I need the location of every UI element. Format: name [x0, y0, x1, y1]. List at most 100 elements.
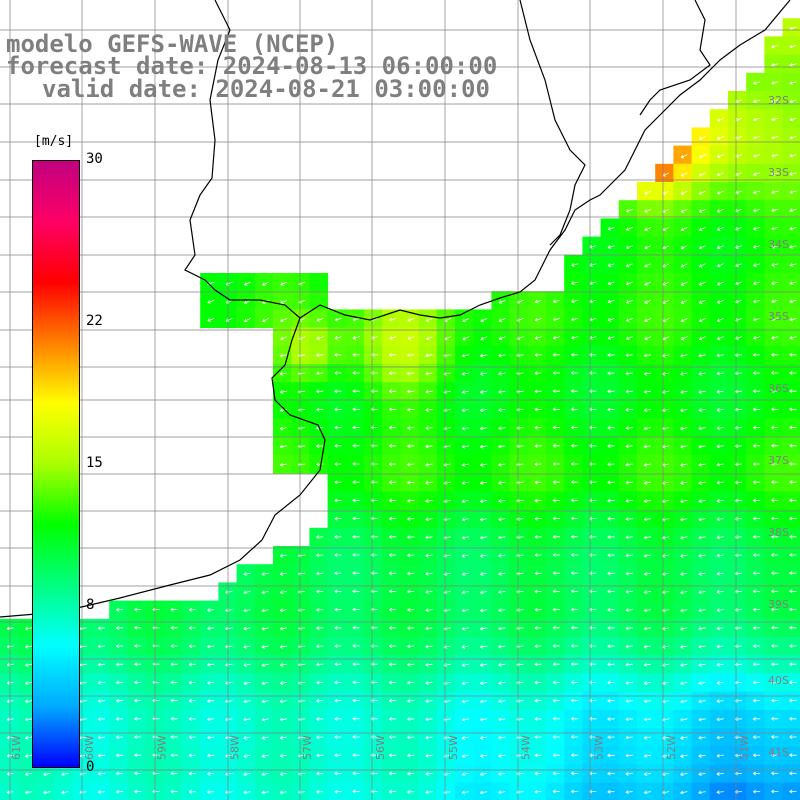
wind-arrow — [425, 408, 433, 412]
wind-cell — [436, 527, 456, 547]
wind-cell — [655, 527, 674, 547]
wind-cell — [673, 182, 693, 201]
wind-arrow — [607, 245, 615, 249]
wind-cell — [655, 637, 674, 656]
wind-arrow — [789, 753, 797, 758]
wind-cell — [691, 655, 711, 674]
wind-arrow — [425, 318, 433, 322]
wind-cell — [782, 382, 800, 401]
wind-arrow — [789, 317, 797, 322]
wind-arrow — [716, 681, 724, 685]
wind-cell — [673, 618, 693, 638]
wind-arrow — [625, 680, 633, 685]
wind-cell — [764, 54, 784, 74]
wind-cell — [691, 273, 711, 292]
wind-cell — [455, 691, 474, 711]
wind-arrow — [570, 789, 579, 794]
wind-arrow — [552, 753, 561, 758]
wind-cell — [691, 618, 711, 638]
wind-arrow — [279, 462, 288, 467]
wind-arrow — [644, 336, 652, 341]
wind-cell — [673, 327, 693, 347]
wind-cell — [764, 655, 784, 674]
wind-arrow — [771, 607, 779, 612]
wind-cell — [473, 655, 492, 674]
wind-cell — [655, 691, 674, 711]
wind-cell — [364, 709, 383, 729]
wind-arrow — [334, 407, 342, 412]
wind-cell — [764, 491, 784, 511]
wind-arrow — [771, 625, 779, 630]
wind-arrow — [680, 572, 688, 576]
wind-arrow — [425, 753, 433, 758]
wind-arrow — [789, 498, 797, 503]
wind-arrow — [698, 772, 706, 777]
wind-arrow — [752, 352, 761, 357]
wind-cell — [436, 746, 456, 765]
wind-arrow — [498, 462, 506, 467]
wind-arrow — [25, 626, 33, 631]
wind-arrow — [388, 444, 397, 448]
wind-arrow — [625, 407, 633, 412]
wind-arrow — [789, 281, 797, 285]
wind-cell — [782, 564, 800, 583]
wind-arrow — [97, 662, 106, 667]
wind-arrow — [6, 626, 15, 631]
wind-cell — [309, 782, 329, 800]
wind-arrow — [480, 590, 488, 595]
wind-arrow — [607, 425, 615, 430]
wind-arrow — [716, 644, 724, 649]
wind-arrow — [771, 516, 779, 521]
wind-arrow — [352, 789, 360, 794]
wind-cell — [637, 218, 656, 238]
wind-arrow — [753, 172, 761, 176]
wind-cell — [455, 473, 474, 492]
wind-arrow — [716, 444, 724, 449]
wind-arrow — [680, 790, 688, 795]
wind-arrow — [352, 716, 360, 721]
wind-arrow — [771, 789, 779, 794]
wind-cell — [455, 327, 474, 347]
wind-cell — [473, 473, 492, 492]
wind-arrow — [789, 644, 797, 648]
wind-arrow — [407, 662, 415, 667]
wind-cell — [473, 637, 492, 656]
wind-arrow — [752, 553, 761, 557]
wind-cell — [782, 709, 800, 729]
wind-arrow — [698, 336, 706, 341]
wind-cell — [436, 509, 456, 529]
wind-cell — [273, 382, 292, 401]
wind-arrow — [625, 790, 633, 794]
wind-arrow — [607, 371, 615, 376]
wind-arrow — [771, 135, 779, 140]
wind-cell — [345, 345, 365, 365]
wind-arrow — [334, 680, 342, 685]
wind-arrow — [789, 534, 797, 539]
wind-cell — [764, 273, 784, 292]
wind-arrow — [97, 626, 106, 631]
wind-cell — [273, 327, 292, 347]
wind-arrow — [570, 389, 579, 394]
wind-arrow — [771, 335, 779, 340]
wind-arrow — [352, 625, 360, 630]
wind-arrow — [388, 462, 397, 466]
wind-arrow — [534, 735, 542, 740]
wind-arrow — [698, 535, 706, 540]
wind-cell — [782, 582, 800, 602]
wind-arrow — [698, 318, 706, 323]
wind-arrow — [316, 626, 324, 630]
wind-arrow — [334, 443, 342, 448]
wind-arrow — [607, 480, 615, 485]
wind-arrow — [643, 663, 652, 667]
wind-cell — [655, 163, 674, 183]
wind-cell — [455, 400, 474, 420]
wind-cell — [436, 600, 456, 620]
wind-cell — [436, 764, 456, 784]
wind-cell — [764, 309, 784, 329]
wind-arrow — [698, 444, 706, 449]
wind-cell — [709, 782, 729, 800]
wind-arrow — [771, 498, 779, 503]
longitude-label: 61W — [10, 735, 23, 760]
wind-cell — [655, 473, 674, 492]
wind-cell — [273, 345, 292, 365]
